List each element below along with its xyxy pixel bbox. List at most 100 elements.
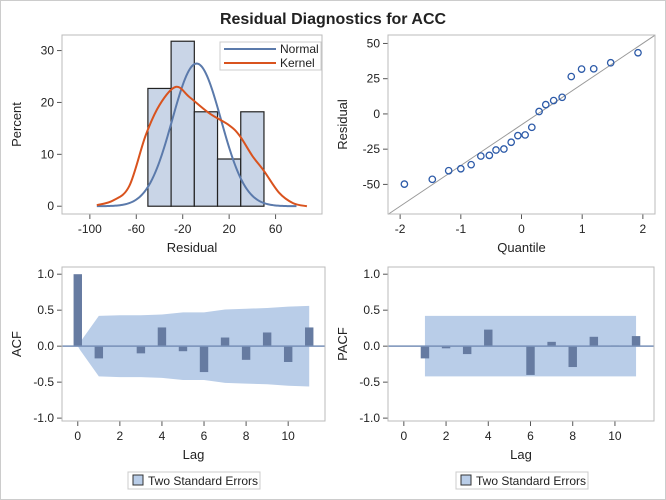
x-tick-label: 0	[518, 222, 525, 236]
y-tick-label: -50	[363, 177, 381, 191]
y-tick-label: 10	[41, 147, 55, 161]
qq-point	[492, 146, 500, 154]
x-tick-label: 1	[579, 222, 586, 236]
qq-point	[500, 145, 508, 153]
x-tick-label: 8	[569, 429, 576, 443]
pacf-bar	[420, 346, 430, 359]
kernel-curve	[96, 85, 308, 208]
x-axis-label: Residual	[167, 240, 218, 255]
qq-point	[549, 96, 558, 105]
panel-qq	[383, 42, 644, 219]
y-tick-label: 25	[367, 72, 381, 86]
histogram-bar	[193, 111, 219, 207]
qq-point	[507, 138, 516, 147]
y-tick-label: 0	[373, 107, 380, 121]
panel-histogram	[57, 50, 277, 219]
y-axis-label: ACF	[9, 331, 24, 357]
qq-point	[606, 58, 615, 67]
qq-point	[521, 131, 529, 139]
qq-point	[535, 107, 543, 116]
y-tick-label: -1.0	[359, 411, 380, 425]
acf-bar	[178, 346, 188, 352]
y-tick-label: 0.5	[363, 303, 380, 317]
y-tick-label: 0.0	[37, 339, 54, 353]
qq-point	[558, 93, 567, 102]
y-tick-label: -0.5	[33, 375, 54, 389]
y-axis-label: Percent	[9, 102, 24, 147]
y-tick-label: 30	[41, 44, 55, 58]
acf-bar	[283, 346, 293, 362]
acf-bar	[262, 332, 272, 347]
plot-frame	[387, 34, 656, 215]
figure-title: Residual Diagnostics for ACC	[220, 11, 447, 28]
pacf-bar	[484, 329, 493, 347]
legend-label: Normal	[280, 42, 319, 56]
x-tick-label: 10	[608, 429, 622, 443]
qq-point	[589, 64, 598, 73]
histogram-bar	[240, 111, 265, 207]
histogram-legend	[219, 41, 322, 71]
x-tick-label: 2	[443, 429, 450, 443]
band-legend	[127, 471, 261, 490]
qq-point	[514, 131, 522, 140]
band-legend	[455, 471, 589, 490]
y-tick-label: 20	[41, 95, 55, 109]
y-tick-label: -0.5	[359, 375, 380, 389]
pacf-bar	[441, 346, 451, 349]
x-tick-label: 4	[485, 429, 492, 443]
qq-point	[400, 180, 409, 188]
legend-label: Two Standard Errors	[476, 474, 586, 488]
pacf-bar	[462, 346, 472, 355]
y-tick-label: 1.0	[363, 267, 380, 281]
acf-bar	[157, 327, 167, 347]
plot-frame	[61, 266, 326, 422]
qq-point	[541, 100, 550, 109]
y-tick-label: -25	[363, 142, 381, 156]
acf-bar	[305, 327, 314, 347]
acf-bar	[94, 346, 104, 359]
acf-bar	[220, 337, 230, 347]
plot-frame	[61, 34, 323, 215]
x-tick-label: 60	[269, 222, 283, 236]
qq-point	[577, 65, 586, 73]
y-axis-label: PACF	[335, 327, 350, 361]
x-tick-label: 8	[243, 429, 250, 443]
y-axis-label: Residual	[335, 99, 350, 150]
qq-point	[485, 151, 494, 160]
x-tick-label: 2	[117, 429, 124, 443]
acf-bar	[241, 346, 251, 360]
y-tick-label: -1.0	[33, 411, 54, 425]
pacf-bar	[589, 336, 599, 347]
qq-point	[456, 164, 465, 173]
y-tick-label: 1.0	[37, 267, 54, 281]
y-tick-label: 0.0	[363, 339, 380, 353]
qq-point	[444, 166, 453, 175]
pacf-bar	[547, 341, 556, 347]
qq-point	[527, 123, 536, 132]
legend-label: Kernel	[280, 56, 315, 70]
pacf-bar	[631, 336, 641, 347]
x-tick-label: 10	[282, 429, 296, 443]
normal-curve	[96, 62, 297, 208]
qq-point	[634, 48, 642, 57]
pacf-bar	[568, 346, 577, 368]
pacf-bar	[526, 346, 535, 375]
y-tick-label: 0.5	[37, 303, 54, 317]
x-tick-label: 0	[74, 429, 81, 443]
x-tick-label: 0	[400, 429, 407, 443]
x-tick-label: 6	[201, 429, 208, 443]
x-tick-label: -60	[128, 222, 146, 236]
acf-bar	[73, 274, 82, 347]
x-tick-label: 20	[222, 222, 236, 236]
qq-point	[428, 175, 437, 184]
qq-reference-line	[387, 34, 656, 215]
panel-pacf	[383, 273, 616, 426]
legend-label: Two Standard Errors	[148, 474, 258, 488]
qq-point	[567, 72, 576, 81]
qq-point	[476, 152, 485, 160]
qq-point	[467, 160, 475, 169]
acf-bar	[136, 346, 146, 354]
x-tick-label: -2	[395, 222, 406, 236]
